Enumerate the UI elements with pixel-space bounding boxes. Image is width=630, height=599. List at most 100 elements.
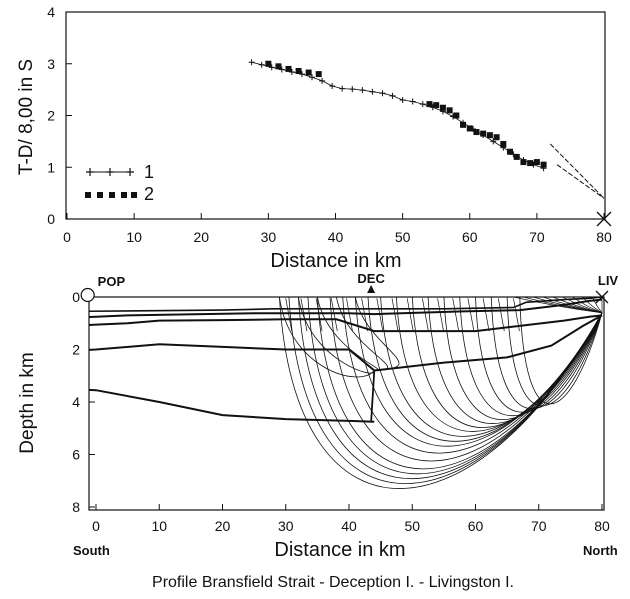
bottom-x-tick-label: 30 [278,518,294,534]
ray-segment [391,298,399,332]
ray-path [380,297,603,437]
series-1-point [399,96,406,103]
top-x-tick-label: 60 [462,229,478,245]
bottom-y-tick-label: 0 [72,289,80,305]
bottom-y-ticks: 0 2 4 6 8 [72,289,95,515]
series-1-point [369,88,376,95]
source-x-mark [596,211,612,227]
ray-segment [315,298,323,332]
top-y-axis-label: T-D/ 8,00 in S [16,59,37,175]
series-2-point [466,125,473,132]
top-y-tick-label: 4 [47,4,55,20]
top-y-ticks: 0 1 2 3 4 [47,4,72,227]
bottom-x-tick-label: 20 [215,518,231,534]
ray-path [506,297,603,407]
layer-boundary [89,388,375,423]
legend: 1 2 [85,162,154,204]
ray-segment [346,298,353,332]
series-1-point [298,71,305,78]
legend-1-label: 1 [144,162,154,182]
top-y-tick-label: 1 [47,159,55,175]
ray-segment [452,298,460,332]
series-1-markers [248,59,547,172]
ray-segment [330,298,338,332]
top-x-tick-label: 0 [63,229,71,245]
legend-2-marker [131,192,137,198]
series-1-point [409,98,416,105]
series-2-point [486,132,493,139]
series-2-point [480,130,487,137]
series-1-point [258,61,265,68]
ray-paths [279,297,603,489]
ray-segment [422,298,429,332]
top-x-tick-label: 50 [395,229,411,245]
series-2-point [500,140,507,147]
station-pop-symbol [80,287,95,303]
ray-segment [437,298,444,332]
branch-lines [549,143,605,199]
bottom-x-ticks: 0 10 20 30 40 50 60 70 80 [92,504,610,534]
ray-path [490,297,603,410]
layer-boundary [89,298,603,319]
series-1-point [419,101,426,108]
layer-boundary [89,314,603,372]
series-1-point [309,74,316,81]
top-x-axis-label: Distance in km [270,250,401,272]
series-2-markers [265,60,547,168]
series-2-point [520,159,527,166]
figure-caption: Profile Bransfield Strait - Deception I.… [152,574,514,591]
bottom-x-tick-label: 10 [151,518,167,534]
series-2-point [446,107,453,114]
bottom-x-tick-label: 80 [594,518,610,534]
top-x-tick-label: 80 [596,229,612,245]
series-2-point [513,153,520,160]
series-2-point [453,112,460,119]
series-1-point [339,85,346,92]
ray-segment [300,298,308,332]
series-1-point [319,77,326,84]
series-2-point [295,67,302,74]
layer-step [370,370,376,422]
stations: POP DEC LIV [80,271,619,304]
ray-path-shallow [279,297,375,378]
top-x-tick-label: 40 [328,229,344,245]
top-x-ticks: 0 10 20 30 40 50 60 70 80 [63,213,612,245]
series-2-point [493,134,500,141]
ray-segment [497,298,505,332]
series-2-point [460,121,467,128]
series-2-point [507,148,514,155]
series-1-point [278,66,285,73]
station-liv-label: LIV [598,273,619,288]
bottom-x-axis-label: Distance in km [274,539,405,561]
top-x-tick-label: 30 [261,229,277,245]
layer-boundary [89,297,603,313]
ray-path [519,297,603,405]
bottom-x-tick-label: 70 [531,518,547,534]
series-1-point [349,86,356,93]
south-label: South [73,543,110,558]
top-x-tick-label: 70 [529,229,545,245]
depth-profile-diagram: 0 2 4 6 8 0 10 20 30 40 50 60 70 80 Depth in km Dist… [17,271,618,591]
series-1-point [248,59,255,66]
series-2-point [305,69,312,76]
ray-path [475,297,603,413]
top-y-tick-label: 0 [47,211,55,227]
top-y-tick-label: 3 [47,56,55,72]
series-2-point [275,63,282,70]
series-2-point [533,159,540,166]
legend-2-label: 2 [144,184,154,204]
layer-boundaries [89,297,603,423]
bottom-plot-frame [88,296,605,511]
station-dec-label: DEC [357,271,385,286]
series-2-point [315,71,322,78]
series-1-point [379,90,386,97]
ray-segment [467,298,475,332]
ray-path [396,297,603,432]
series-1-point [288,69,295,76]
bottom-y-axis-label: Depth in km [17,352,38,453]
top-y-tick-label: 2 [47,108,55,124]
series-2-point [433,102,440,109]
station-pop-label: POP [98,274,126,289]
